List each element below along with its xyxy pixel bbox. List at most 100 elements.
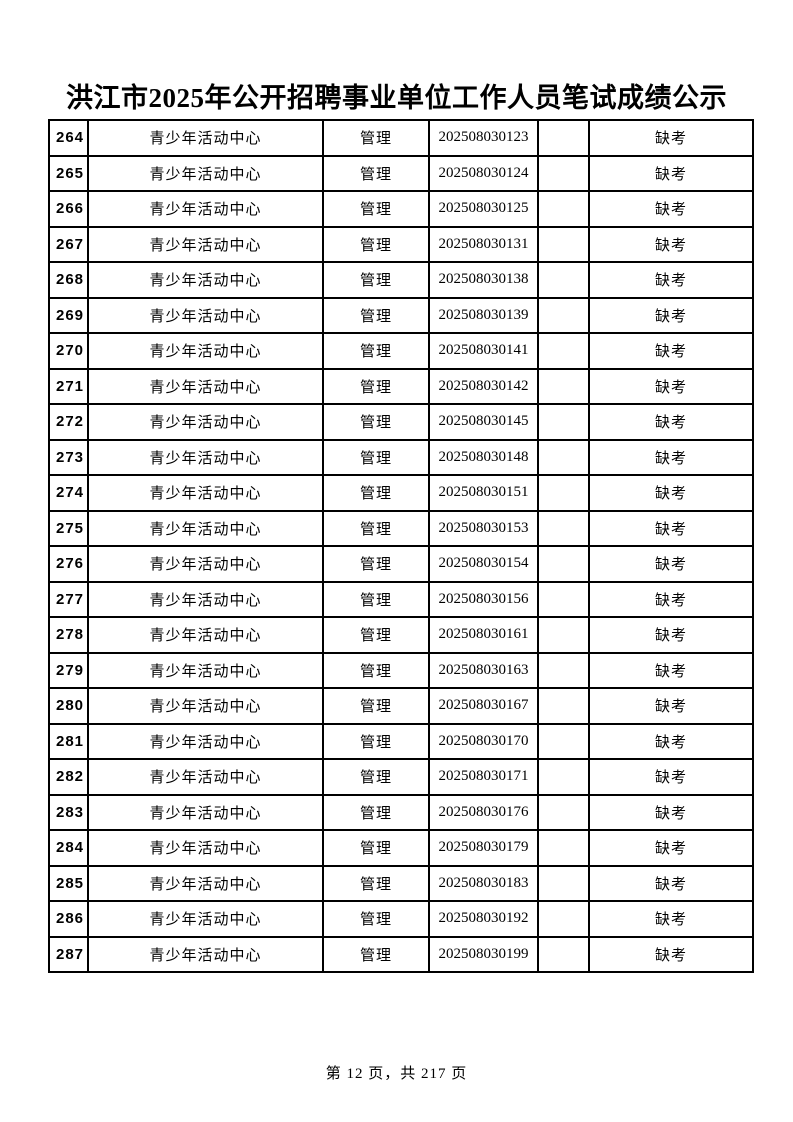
- status-cell: 缺考: [588, 758, 754, 796]
- score-cell: [537, 367, 590, 405]
- table-row: 287 青少年活动中心 管理 202508030199 缺考: [48, 935, 754, 973]
- position-cell: 管理: [322, 758, 430, 796]
- exam-number-cell: 202508030171: [428, 758, 539, 796]
- unit-cell: 青少年活动中心: [87, 829, 324, 867]
- position-cell: 管理: [322, 722, 430, 760]
- score-cell: [537, 793, 590, 831]
- table-row: 280 青少年活动中心 管理 202508030167 缺考: [48, 687, 754, 725]
- status-cell: 缺考: [588, 154, 754, 192]
- position-cell: 管理: [322, 864, 430, 902]
- table-row: 267 青少年活动中心 管理 202508030131 缺考: [48, 225, 754, 263]
- exam-number-cell: 202508030176: [428, 793, 539, 831]
- table-row: 278 青少年活动中心 管理 202508030161 缺考: [48, 616, 754, 654]
- exam-number-cell: 202508030167: [428, 687, 539, 725]
- table-row: 268 青少年活动中心 管理 202508030138 缺考: [48, 261, 754, 299]
- row-number-cell: 285: [48, 864, 89, 902]
- table-row: 283 青少年活动中心 管理 202508030176 缺考: [48, 793, 754, 831]
- position-cell: 管理: [322, 332, 430, 370]
- table-row: 286 青少年活动中心 管理 202508030192 缺考: [48, 900, 754, 938]
- page-footer: 第 12 页，共 217 页: [0, 1062, 793, 1083]
- score-cell: [537, 332, 590, 370]
- unit-cell: 青少年活动中心: [87, 474, 324, 512]
- table-row: 277 青少年活动中心 管理 202508030156 缺考: [48, 580, 754, 618]
- position-cell: 管理: [322, 261, 430, 299]
- score-cell: [537, 935, 590, 973]
- position-cell: 管理: [322, 935, 430, 973]
- score-cell: [537, 296, 590, 334]
- unit-cell: 青少年活动中心: [87, 722, 324, 760]
- position-cell: 管理: [322, 580, 430, 618]
- status-cell: 缺考: [588, 900, 754, 938]
- unit-cell: 青少年活动中心: [87, 687, 324, 725]
- row-number-cell: 271: [48, 367, 89, 405]
- status-cell: 缺考: [588, 616, 754, 654]
- position-cell: 管理: [322, 651, 430, 689]
- unit-cell: 青少年活动中心: [87, 296, 324, 334]
- exam-number-cell: 202508030125: [428, 190, 539, 228]
- status-cell: 缺考: [588, 119, 754, 157]
- position-cell: 管理: [322, 509, 430, 547]
- unit-cell: 青少年活动中心: [87, 651, 324, 689]
- table-row: 276 青少年活动中心 管理 202508030154 缺考: [48, 545, 754, 583]
- unit-cell: 青少年活动中心: [87, 616, 324, 654]
- status-cell: 缺考: [588, 545, 754, 583]
- position-cell: 管理: [322, 793, 430, 831]
- row-number-cell: 267: [48, 225, 89, 263]
- row-number-cell: 266: [48, 190, 89, 228]
- exam-number-cell: 202508030123: [428, 119, 539, 157]
- score-cell: [537, 864, 590, 902]
- row-number-cell: 269: [48, 296, 89, 334]
- status-cell: 缺考: [588, 829, 754, 867]
- exam-number-cell: 202508030138: [428, 261, 539, 299]
- table-row: 272 青少年活动中心 管理 202508030145 缺考: [48, 403, 754, 441]
- position-cell: 管理: [322, 154, 430, 192]
- score-cell: [537, 580, 590, 618]
- row-number-cell: 280: [48, 687, 89, 725]
- row-number-cell: 268: [48, 261, 89, 299]
- position-cell: 管理: [322, 687, 430, 725]
- score-table: 264 青少年活动中心 管理 202508030123 缺考 265 青少年活动…: [48, 119, 754, 973]
- unit-cell: 青少年活动中心: [87, 935, 324, 973]
- status-cell: 缺考: [588, 864, 754, 902]
- exam-number-cell: 202508030179: [428, 829, 539, 867]
- score-cell: [537, 261, 590, 299]
- unit-cell: 青少年活动中心: [87, 864, 324, 902]
- position-cell: 管理: [322, 545, 430, 583]
- table-row: 266 青少年活动中心 管理 202508030125 缺考: [48, 190, 754, 228]
- row-number-cell: 276: [48, 545, 89, 583]
- row-number-cell: 283: [48, 793, 89, 831]
- row-number-cell: 273: [48, 438, 89, 476]
- table-row: 264 青少年活动中心 管理 202508030123 缺考: [48, 119, 754, 157]
- unit-cell: 青少年活动中心: [87, 793, 324, 831]
- status-cell: 缺考: [588, 367, 754, 405]
- position-cell: 管理: [322, 296, 430, 334]
- status-cell: 缺考: [588, 261, 754, 299]
- row-number-cell: 264: [48, 119, 89, 157]
- status-cell: 缺考: [588, 722, 754, 760]
- table-row: 269 青少年活动中心 管理 202508030139 缺考: [48, 296, 754, 334]
- exam-number-cell: 202508030151: [428, 474, 539, 512]
- position-cell: 管理: [322, 190, 430, 228]
- table-row: 270 青少年活动中心 管理 202508030141 缺考: [48, 332, 754, 370]
- table-row: 279 青少年活动中心 管理 202508030163 缺考: [48, 651, 754, 689]
- table-row: 275 青少年活动中心 管理 202508030153 缺考: [48, 509, 754, 547]
- table-row: 274 青少年活动中心 管理 202508030151 缺考: [48, 474, 754, 512]
- status-cell: 缺考: [588, 935, 754, 973]
- row-number-cell: 274: [48, 474, 89, 512]
- status-cell: 缺考: [588, 651, 754, 689]
- score-cell: [537, 616, 590, 654]
- exam-number-cell: 202508030199: [428, 935, 539, 973]
- table-row: 284 青少年活动中心 管理 202508030179 缺考: [48, 829, 754, 867]
- table-row: 285 青少年活动中心 管理 202508030183 缺考: [48, 864, 754, 902]
- row-number-cell: 282: [48, 758, 89, 796]
- row-number-cell: 286: [48, 900, 89, 938]
- row-number-cell: 272: [48, 403, 89, 441]
- status-cell: 缺考: [588, 296, 754, 334]
- status-cell: 缺考: [588, 687, 754, 725]
- exam-number-cell: 202508030148: [428, 438, 539, 476]
- row-number-cell: 275: [48, 509, 89, 547]
- exam-number-cell: 202508030145: [428, 403, 539, 441]
- score-cell: [537, 438, 590, 476]
- page-title: 洪江市2025年公开招聘事业单位工作人员笔试成绩公示: [66, 83, 727, 113]
